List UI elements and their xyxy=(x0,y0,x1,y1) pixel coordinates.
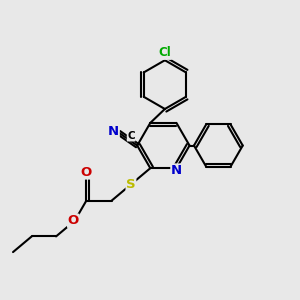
Text: S: S xyxy=(126,178,136,191)
Text: O: O xyxy=(68,214,79,227)
Text: N: N xyxy=(171,164,182,177)
Text: Cl: Cl xyxy=(158,46,171,59)
Text: O: O xyxy=(81,166,92,179)
Text: N: N xyxy=(108,125,119,138)
Text: C: C xyxy=(127,131,135,141)
